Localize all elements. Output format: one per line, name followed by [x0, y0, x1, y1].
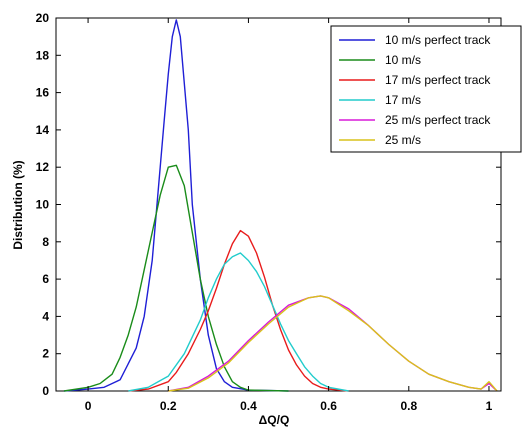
x-tick-label: 0.8	[400, 399, 417, 413]
x-tick-label: 0.6	[320, 399, 337, 413]
x-tick-label: 1	[486, 399, 493, 413]
y-tick-label: 18	[36, 48, 50, 62]
y-tick-label: 12	[36, 160, 50, 174]
legend-label: 17 m/s perfect track	[385, 73, 491, 87]
y-tick-label: 4	[42, 309, 49, 323]
y-tick-label: 14	[36, 123, 50, 137]
y-tick-label: 16	[36, 86, 50, 100]
x-tick-label: 0	[85, 399, 92, 413]
legend-label: 17 m/s	[385, 93, 421, 107]
x-axis: 0 0.2 0.4 0.6 0.8 1	[85, 18, 493, 413]
series-line-6	[168, 295, 498, 392]
x-axis-label: ΔQ/Q	[259, 413, 290, 427]
series-layer	[63, 19, 498, 392]
y-tick-label: 10	[36, 198, 50, 212]
y-axis: 0 2 4 6 8 10 12 14 16 18 20	[36, 11, 501, 398]
x-tick-label: 0.4	[240, 399, 257, 413]
legend-label: 10 m/s	[385, 53, 421, 67]
y-tick-label: 6	[42, 272, 49, 286]
y-axis-label: Distribution (%)	[11, 160, 25, 249]
legend: 10 m/s perfect track 10 m/s 17 m/s perfect…	[330, 25, 522, 153]
legend-label: 10 m/s perfect track	[385, 33, 491, 47]
legend-box	[330, 25, 522, 153]
series-line-1	[63, 19, 289, 392]
series-line-3	[128, 229, 349, 392]
series-line-2	[63, 164, 289, 392]
y-tick-label: 20	[36, 11, 50, 25]
series-line-4	[128, 252, 349, 392]
y-tick-label: 0	[42, 384, 49, 398]
legend-label: 25 m/s perfect track	[385, 113, 491, 127]
x-tick-label: 0.2	[160, 399, 177, 413]
legend-label: 25 m/s	[385, 133, 421, 147]
y-tick-label: 8	[42, 235, 49, 249]
y-tick-label: 2	[42, 347, 49, 361]
